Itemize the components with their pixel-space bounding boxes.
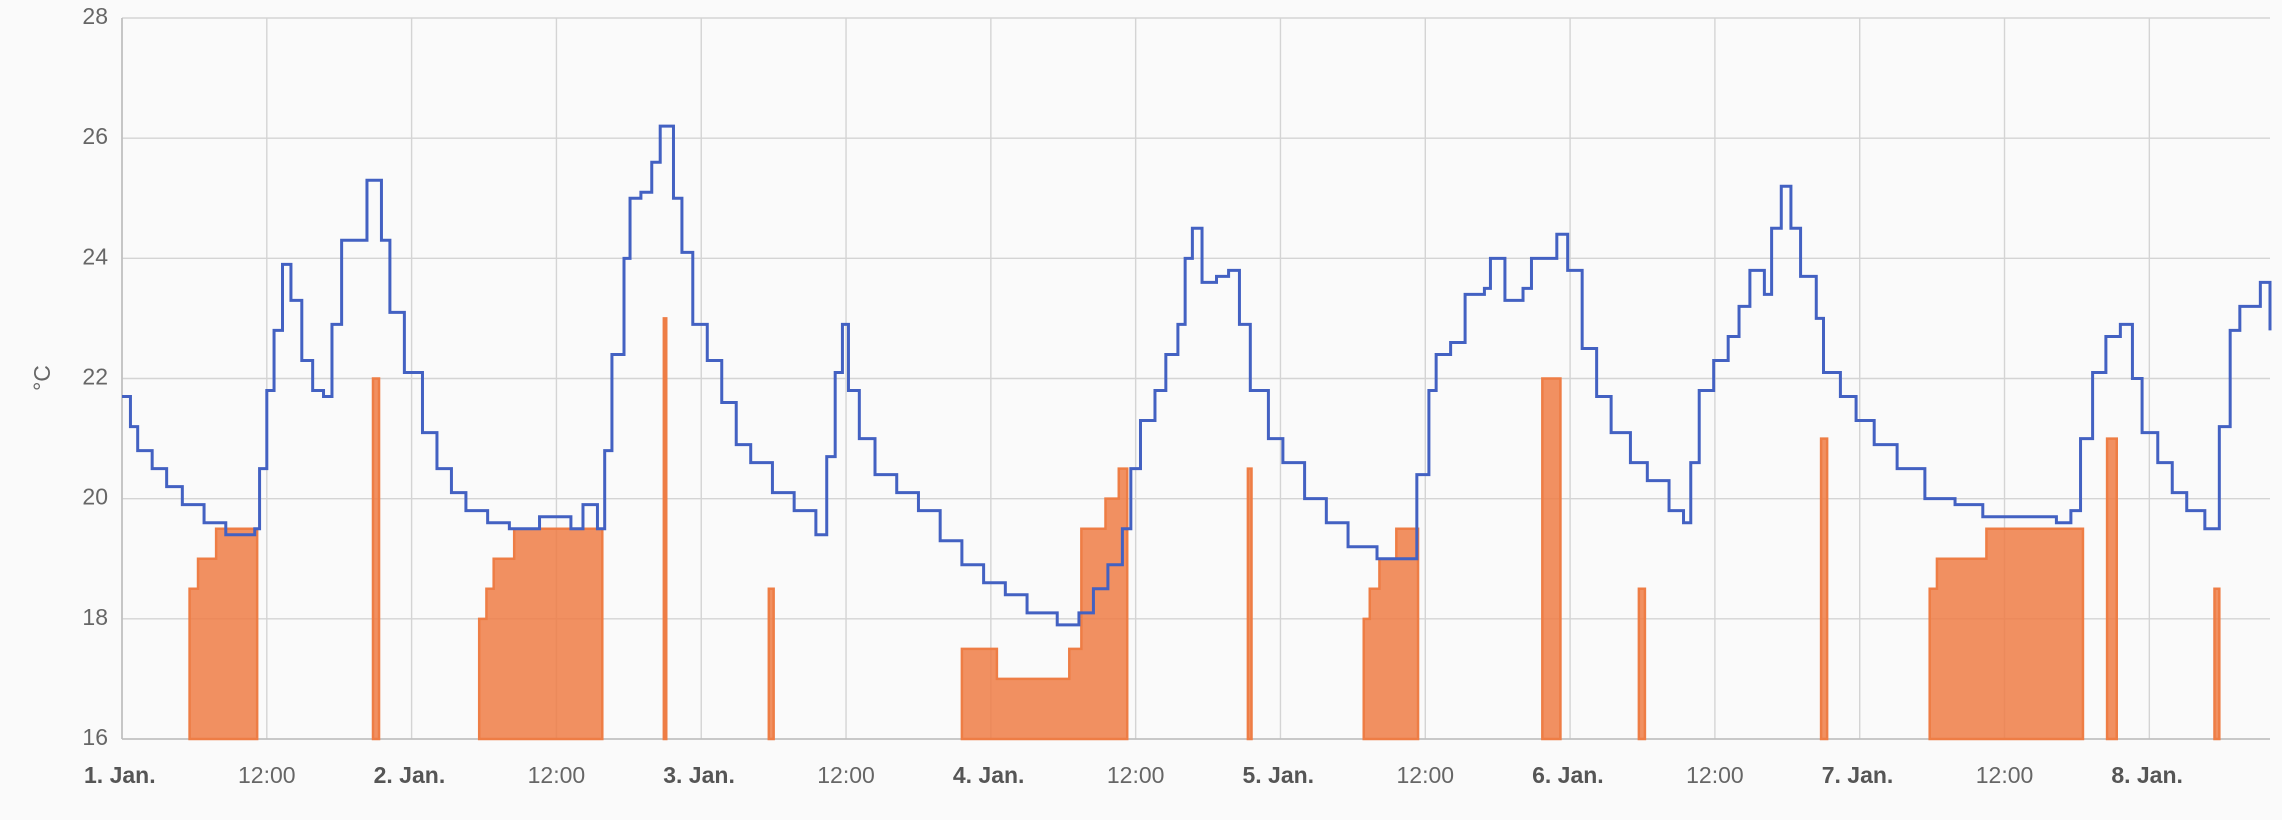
y-tick-label: 24: [82, 243, 108, 269]
heating-area: [1928, 527, 2085, 741]
x-tick-label: 6. Jan.: [1532, 762, 1604, 788]
heating-area: [1637, 587, 1647, 741]
heating-area: [960, 467, 1129, 741]
heating-area: [662, 317, 668, 741]
x-tick-label: 8. Jan.: [2111, 762, 2183, 788]
x-tick-label: 2. Jan.: [374, 762, 446, 788]
x-tick-label: 12:00: [528, 762, 586, 788]
x-tick-label: 12:00: [1107, 762, 1165, 788]
heating-area: [2105, 437, 2118, 741]
heating-area: [477, 527, 604, 741]
x-tick-label: 12:00: [1976, 762, 2034, 788]
x-tick-label: 12:00: [817, 762, 875, 788]
x-tick-label: 12:00: [1686, 762, 1744, 788]
x-tick-label: 12:00: [238, 762, 296, 788]
heating-area: [1362, 527, 1420, 741]
heating-area: [2213, 587, 2221, 741]
x-tick-label: 3. Jan.: [663, 762, 735, 788]
x-tick-label: 1. Jan.: [84, 762, 156, 788]
heating-area: [371, 377, 381, 741]
y-tick-label: 28: [82, 3, 108, 29]
temperature-line: [122, 124, 2272, 627]
y-tick-label: 20: [82, 484, 108, 510]
heating-area: [1246, 467, 1253, 741]
heating-area: [767, 587, 775, 741]
y-tick-label: 26: [82, 123, 108, 149]
heating-area: [1819, 437, 1829, 741]
y-tick-label: 18: [82, 604, 108, 630]
x-tick-label: 5. Jan.: [1242, 762, 1314, 788]
x-tick-label: 7. Jan.: [1822, 762, 1894, 788]
x-tick-label: 12:00: [1396, 762, 1454, 788]
y-axis-label: °C: [29, 365, 55, 391]
heating-area: [188, 527, 259, 741]
heating-area: [1541, 377, 1562, 741]
y-tick-label: 16: [82, 724, 108, 750]
x-tick-label: 4. Jan.: [953, 762, 1025, 788]
y-tick-label: 22: [82, 364, 108, 390]
